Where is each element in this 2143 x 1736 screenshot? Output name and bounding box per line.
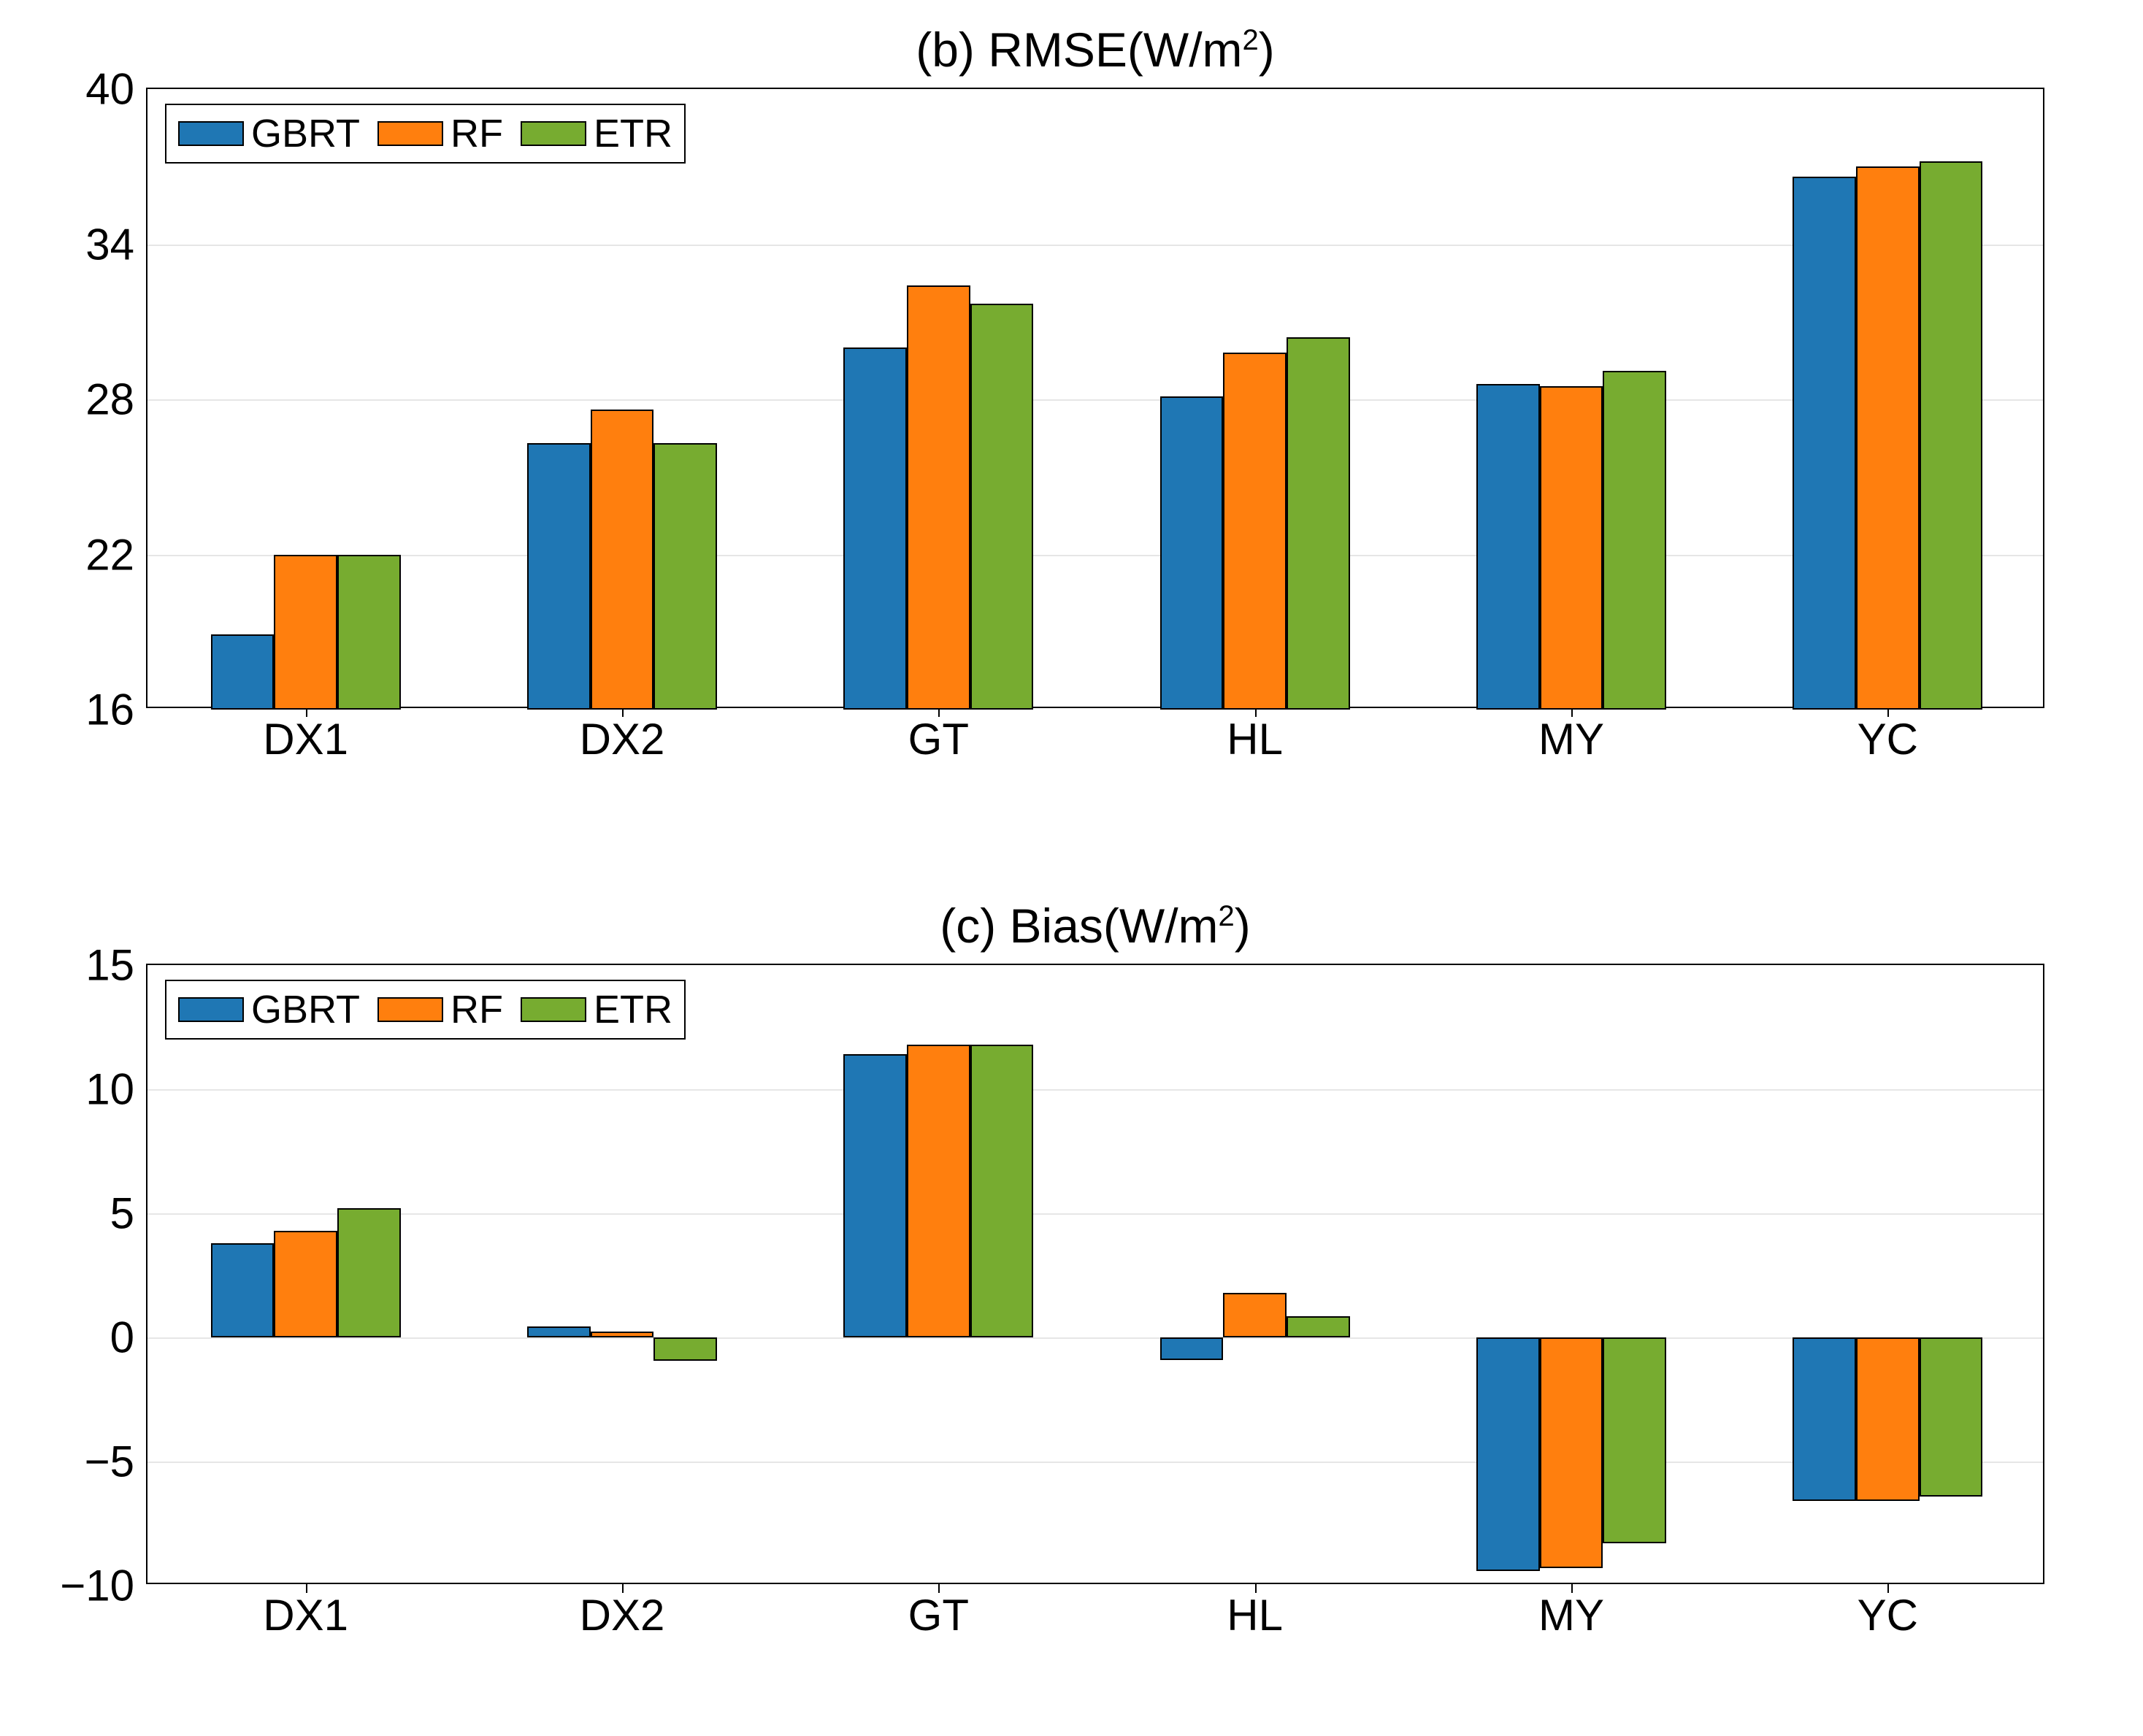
xtick-label: DX2	[580, 1590, 665, 1640]
bar-etr	[1603, 1337, 1666, 1543]
bar-rf	[1540, 386, 1603, 710]
ytick-label: 28	[85, 375, 134, 425]
bar-rf	[907, 285, 970, 710]
xtick-label: HL	[1227, 1590, 1283, 1640]
ytick-label: 22	[85, 529, 134, 580]
gridline	[147, 399, 2043, 401]
bar-etr	[337, 555, 401, 710]
panel-bias-title-prefix: (c) Bias(W/m	[940, 899, 1218, 953]
bar-etr	[1603, 371, 1666, 710]
legend-item-gbrt: GBRT	[178, 111, 360, 156]
gridline	[147, 245, 2043, 246]
bar-gbrt	[1476, 384, 1540, 710]
legend-item-gbrt: GBRT	[178, 987, 360, 1032]
gridline	[147, 1337, 2043, 1339]
ytick-label: 34	[85, 219, 134, 269]
xtick-label: DX1	[263, 1590, 348, 1640]
legend-label-rf: RF	[451, 987, 503, 1032]
bar-gbrt	[211, 1243, 275, 1337]
ytick-label: 10	[85, 1064, 134, 1115]
legend-bias: GBRT RF ETR	[165, 980, 686, 1040]
legend-item-etr: ETR	[521, 987, 672, 1032]
bar-rf	[274, 1231, 337, 1337]
bar-gbrt	[1476, 1337, 1540, 1571]
bar-rf	[1856, 1337, 1920, 1501]
bar-gbrt	[1160, 396, 1224, 710]
xtick-label: GT	[908, 1590, 969, 1640]
legend-label-gbrt: GBRT	[251, 111, 360, 156]
bar-gbrt	[843, 1054, 907, 1337]
legend-swatch-rf	[377, 997, 443, 1022]
panel-bias: (c) Bias(W/m2) GBRTRFETR −10−5051015DX1D…	[146, 964, 2044, 1584]
ytick-label: −5	[85, 1437, 134, 1487]
gridline	[147, 1213, 2043, 1215]
panel-rmse-title-suffix: )	[1259, 23, 1275, 77]
ytick-label: −10	[60, 1561, 134, 1611]
bar-gbrt	[1793, 177, 1856, 710]
bar-gbrt	[211, 634, 275, 710]
ytick-label: 15	[85, 940, 134, 991]
xtick-label: DX1	[263, 714, 348, 764]
bar-gbrt	[1160, 1337, 1224, 1360]
xtick-label: HL	[1227, 714, 1283, 764]
legend-item-etr: ETR	[521, 111, 672, 156]
gridline	[147, 1462, 2043, 1463]
bar-etr	[653, 443, 717, 710]
bar-gbrt	[843, 347, 907, 710]
xtick-label: MY	[1538, 714, 1604, 764]
gridline	[147, 555, 2043, 556]
bar-gbrt	[1793, 1337, 1856, 1501]
ytick-label: 16	[85, 685, 134, 735]
ytick-label: 5	[110, 1188, 134, 1239]
bar-rf	[591, 1332, 654, 1338]
plot-bias: GBRTRFETR −10−5051015DX1DX2GTHLMYYC	[146, 964, 2044, 1584]
xtick-label: GT	[908, 714, 969, 764]
legend-swatch-etr	[521, 121, 586, 146]
plot-rmse: GBRTRFETR 1622283440DX1DX2GTHLMYYC	[146, 88, 2044, 708]
legend-rmse: GBRT RF ETR	[165, 104, 686, 164]
panel-rmse-title-prefix: (b) RMSE(W/m	[916, 23, 1242, 77]
bar-rf	[1540, 1337, 1603, 1568]
bar-etr	[337, 1208, 401, 1337]
legend-label-rf: RF	[451, 111, 503, 156]
bar-rf	[1223, 1293, 1287, 1337]
legend-label-etr: ETR	[594, 111, 672, 156]
xtick-label: YC	[1858, 1590, 1918, 1640]
bar-etr	[970, 304, 1034, 710]
bar-rf	[1856, 166, 1920, 710]
figure: (b) RMSE(W/m2) GBRT RF ETR 16 22 28 34 40 DX1 DX…	[0, 0, 2143, 1736]
gridline	[147, 1089, 2043, 1091]
bar-rf	[907, 1045, 970, 1337]
bar-rf	[274, 555, 337, 710]
bar-rf	[1223, 353, 1287, 710]
legend-label-gbrt: GBRT	[251, 987, 360, 1032]
bar-etr	[1920, 161, 1983, 710]
bar-gbrt	[527, 443, 591, 710]
xtick-label: MY	[1538, 1590, 1604, 1640]
ytick-label: 0	[110, 1313, 134, 1363]
bar-etr	[970, 1045, 1034, 1337]
xtick-label: YC	[1858, 714, 1918, 764]
legend-item-rf: RF	[377, 987, 503, 1032]
bar-etr	[653, 1337, 717, 1361]
bar-etr	[1920, 1337, 1983, 1497]
legend-swatch-etr	[521, 997, 586, 1022]
xtick-label: DX2	[580, 714, 665, 764]
legend-swatch-gbrt	[178, 997, 244, 1022]
bar-rf	[591, 410, 654, 710]
legend-swatch-rf	[377, 121, 443, 146]
bar-etr	[1287, 337, 1350, 710]
bar-gbrt	[527, 1326, 591, 1337]
panel-rmse: (b) RMSE(W/m2) GBRTRFETR 1622283440DX1DX…	[146, 88, 2044, 708]
legend-label-etr: ETR	[594, 987, 672, 1032]
panel-bias-title: (c) Bias(W/m2)	[146, 898, 2044, 953]
legend-swatch-gbrt	[178, 121, 244, 146]
ytick-label: 40	[85, 64, 134, 115]
panel-bias-title-suffix: )	[1235, 899, 1251, 953]
bar-etr	[1287, 1316, 1350, 1337]
legend-item-rf: RF	[377, 111, 503, 156]
panel-rmse-title: (b) RMSE(W/m2)	[146, 22, 2044, 77]
